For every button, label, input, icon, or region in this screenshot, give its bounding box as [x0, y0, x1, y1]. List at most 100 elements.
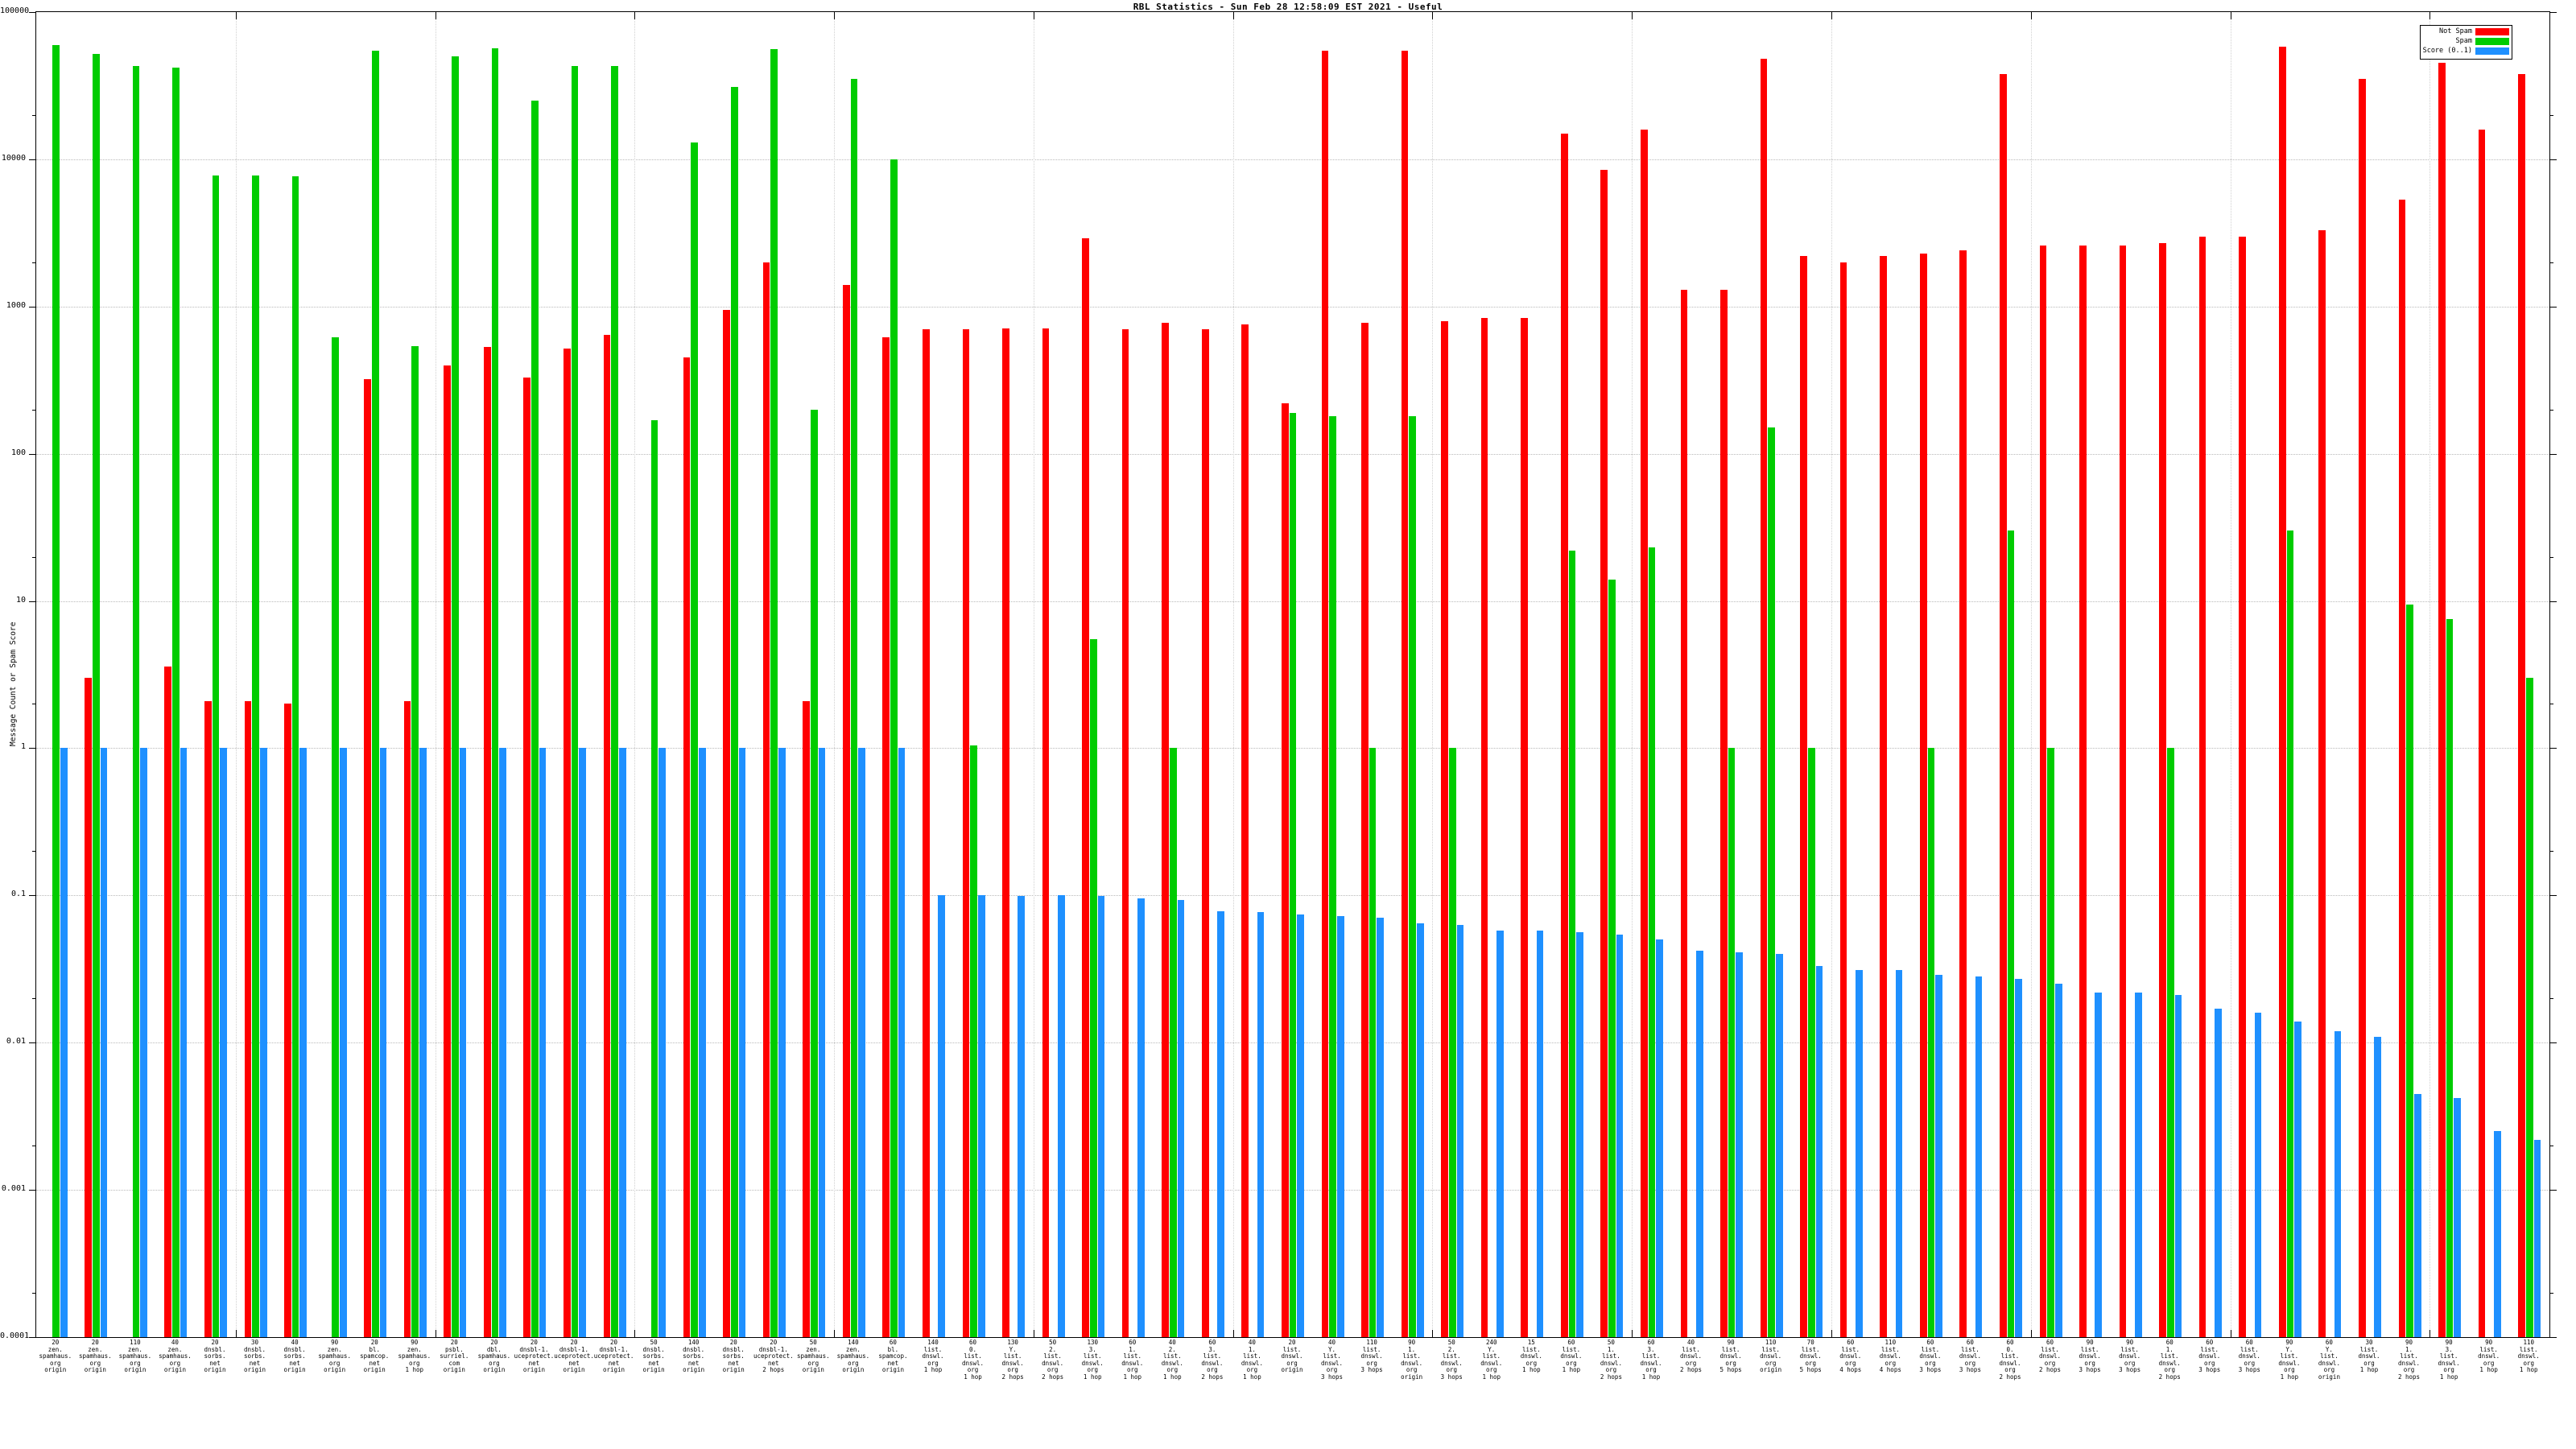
bar-score — [1656, 939, 1663, 1337]
bar-score — [1417, 923, 1424, 1337]
x-axis-label-part: origin — [722, 1366, 745, 1374]
x-axis-label-part: dnswl. — [1201, 1359, 1224, 1367]
bar-notspam — [563, 348, 571, 1337]
bar-notspam — [762, 262, 770, 1337]
x-axis-label-part: 1 hop — [1123, 1373, 1142, 1381]
y-axis-tick-label: 0.0001 — [0, 1331, 30, 1340]
x-axis-label-part: dnsbl. — [243, 1345, 266, 1353]
bar-score — [818, 748, 826, 1337]
x-axis-label-part: list. — [1163, 1352, 1182, 1360]
bar-group — [2278, 12, 2301, 1337]
x-axis-label-part: net — [209, 1359, 221, 1367]
bar-score — [1695, 951, 1703, 1337]
x-axis-label: 60 3. list. dnswl. org 1 hop — [1631, 1339, 1671, 1381]
bar-score — [1935, 974, 1942, 1337]
bar-spam — [810, 409, 818, 1337]
y-axis-tick — [29, 895, 36, 897]
x-axis-label-part: list. — [1841, 1345, 1860, 1353]
bar-group — [364, 12, 387, 1337]
x-axis-label-part: org — [2323, 1366, 2335, 1374]
bar-notspam — [1401, 50, 1409, 1337]
bar-score — [2254, 1012, 2262, 1337]
bar-notspam — [1680, 289, 1688, 1337]
x-axis-label-count: 90 — [331, 1339, 339, 1346]
y-axis-tick-minor — [32, 1292, 36, 1294]
x-axis-label-part: org — [489, 1359, 500, 1367]
x-axis-label-part: com — [448, 1359, 460, 1367]
x-axis-tick — [2031, 1330, 2032, 1337]
bar-group — [2318, 12, 2342, 1337]
bar-notspam — [1281, 403, 1289, 1337]
x-axis-label: 130 3. list. dnswl. org 1 hop — [1072, 1339, 1113, 1381]
x-axis-label-part: 1. — [1248, 1345, 1256, 1353]
bar-notspam — [1480, 317, 1488, 1337]
x-axis-label-part: org — [89, 1359, 101, 1367]
x-axis-label-part: list. — [1641, 1352, 1661, 1360]
x-axis-label-part: dnswl. — [2198, 1352, 2221, 1360]
x-axis-label: 70 list. dnswl. org 5 hops — [1790, 1339, 1831, 1374]
bar-spam — [332, 336, 339, 1337]
bar-group — [643, 12, 667, 1337]
bar-spam — [212, 175, 220, 1337]
y-axis-tick-label: 0.01 — [6, 1037, 26, 1046]
x-axis-label-count: 40 — [1248, 1339, 1256, 1346]
y-axis-tick-minor — [32, 851, 36, 852]
y-axis-tick — [29, 748, 36, 749]
x-axis-label-count: 60 — [1567, 1339, 1575, 1346]
x-axis-label-part: list. — [1602, 1352, 1620, 1360]
legend-label-spam: Spam — [2455, 37, 2472, 46]
bar-spam — [1927, 748, 1935, 1337]
bar-score — [220, 748, 227, 1337]
bar-group — [1880, 12, 1903, 1337]
x-axis-label-part: 4 hops — [1879, 1366, 1901, 1374]
x-axis-label-count: 20 — [52, 1339, 60, 1346]
bar-score — [2095, 992, 2103, 1337]
bar-spam — [2047, 748, 2054, 1337]
x-axis-label: 140 zen. spamhaus. org origin — [833, 1339, 873, 1374]
x-axis-label-part: dnswl. — [1480, 1359, 1503, 1367]
gridline-vertical — [1034, 12, 1035, 1337]
x-axis-label-part: list. — [1721, 1345, 1740, 1353]
x-axis-label-part: origin — [842, 1366, 865, 1374]
chart-title: RBL Statistics - Sun Feb 28 12:58:09 EST… — [1133, 2, 1443, 12]
plot-inner — [36, 12, 2549, 1337]
bar-spam — [850, 79, 858, 1337]
y-axis-tick-minor — [2549, 998, 2553, 1000]
x-axis-label-part: zen. — [327, 1345, 342, 1353]
x-axis-label-part: origin — [44, 1366, 67, 1374]
x-axis-label: 50 1. list. dnswl. org 2 hops — [1591, 1339, 1632, 1381]
bar-spam — [411, 345, 419, 1337]
x-axis-label-part: origin — [563, 1366, 585, 1374]
bar-score — [2494, 1131, 2501, 1337]
bar-notspam — [444, 365, 451, 1337]
x-axis-label-part: dnswl. — [1719, 1352, 1742, 1360]
bar-notspam — [683, 357, 691, 1337]
x-axis-labels: 20 zen. spamhaus. org origin 20 zen. spamhaus. o… — [35, 1339, 2550, 1447]
bar-spam — [1648, 547, 1656, 1337]
bar-group — [1680, 12, 1703, 1337]
x-axis-label: 60 3. list. dnswl. org 2 hops — [1192, 1339, 1232, 1381]
bar-spam — [451, 56, 459, 1337]
x-axis-label-part: 2. — [1447, 1345, 1455, 1353]
x-axis-label-part: org — [1007, 1366, 1018, 1374]
x-axis-tick — [1831, 1330, 1832, 1337]
bar-notspam — [483, 347, 491, 1337]
x-axis-label-count: 60 — [1129, 1339, 1137, 1346]
x-axis-label-part: org — [169, 1359, 181, 1367]
y-axis-tick-label: 1 — [20, 742, 26, 752]
x-axis-label-part: net — [528, 1359, 540, 1367]
x-axis-label-part: org — [1964, 1359, 1976, 1367]
x-axis-label-count: 140 — [927, 1339, 939, 1346]
bar-score — [977, 895, 985, 1337]
x-axis-label-part: dnsbl. — [283, 1345, 306, 1353]
x-axis-label-count: 60 — [1966, 1339, 1974, 1346]
x-axis-label-part: dnswl. — [1799, 1352, 1822, 1360]
bar-notspam — [1521, 317, 1528, 1337]
y-axis-tick-label: 10000 — [1, 153, 26, 163]
x-axis-label-count: 110 — [130, 1339, 141, 1346]
bar-notspam — [842, 285, 850, 1337]
y-axis-tick — [2549, 1337, 2557, 1338]
legend-item-not-spam: Not Spam — [2423, 27, 2509, 36]
x-axis-label-part: 1. — [1129, 1345, 1137, 1353]
